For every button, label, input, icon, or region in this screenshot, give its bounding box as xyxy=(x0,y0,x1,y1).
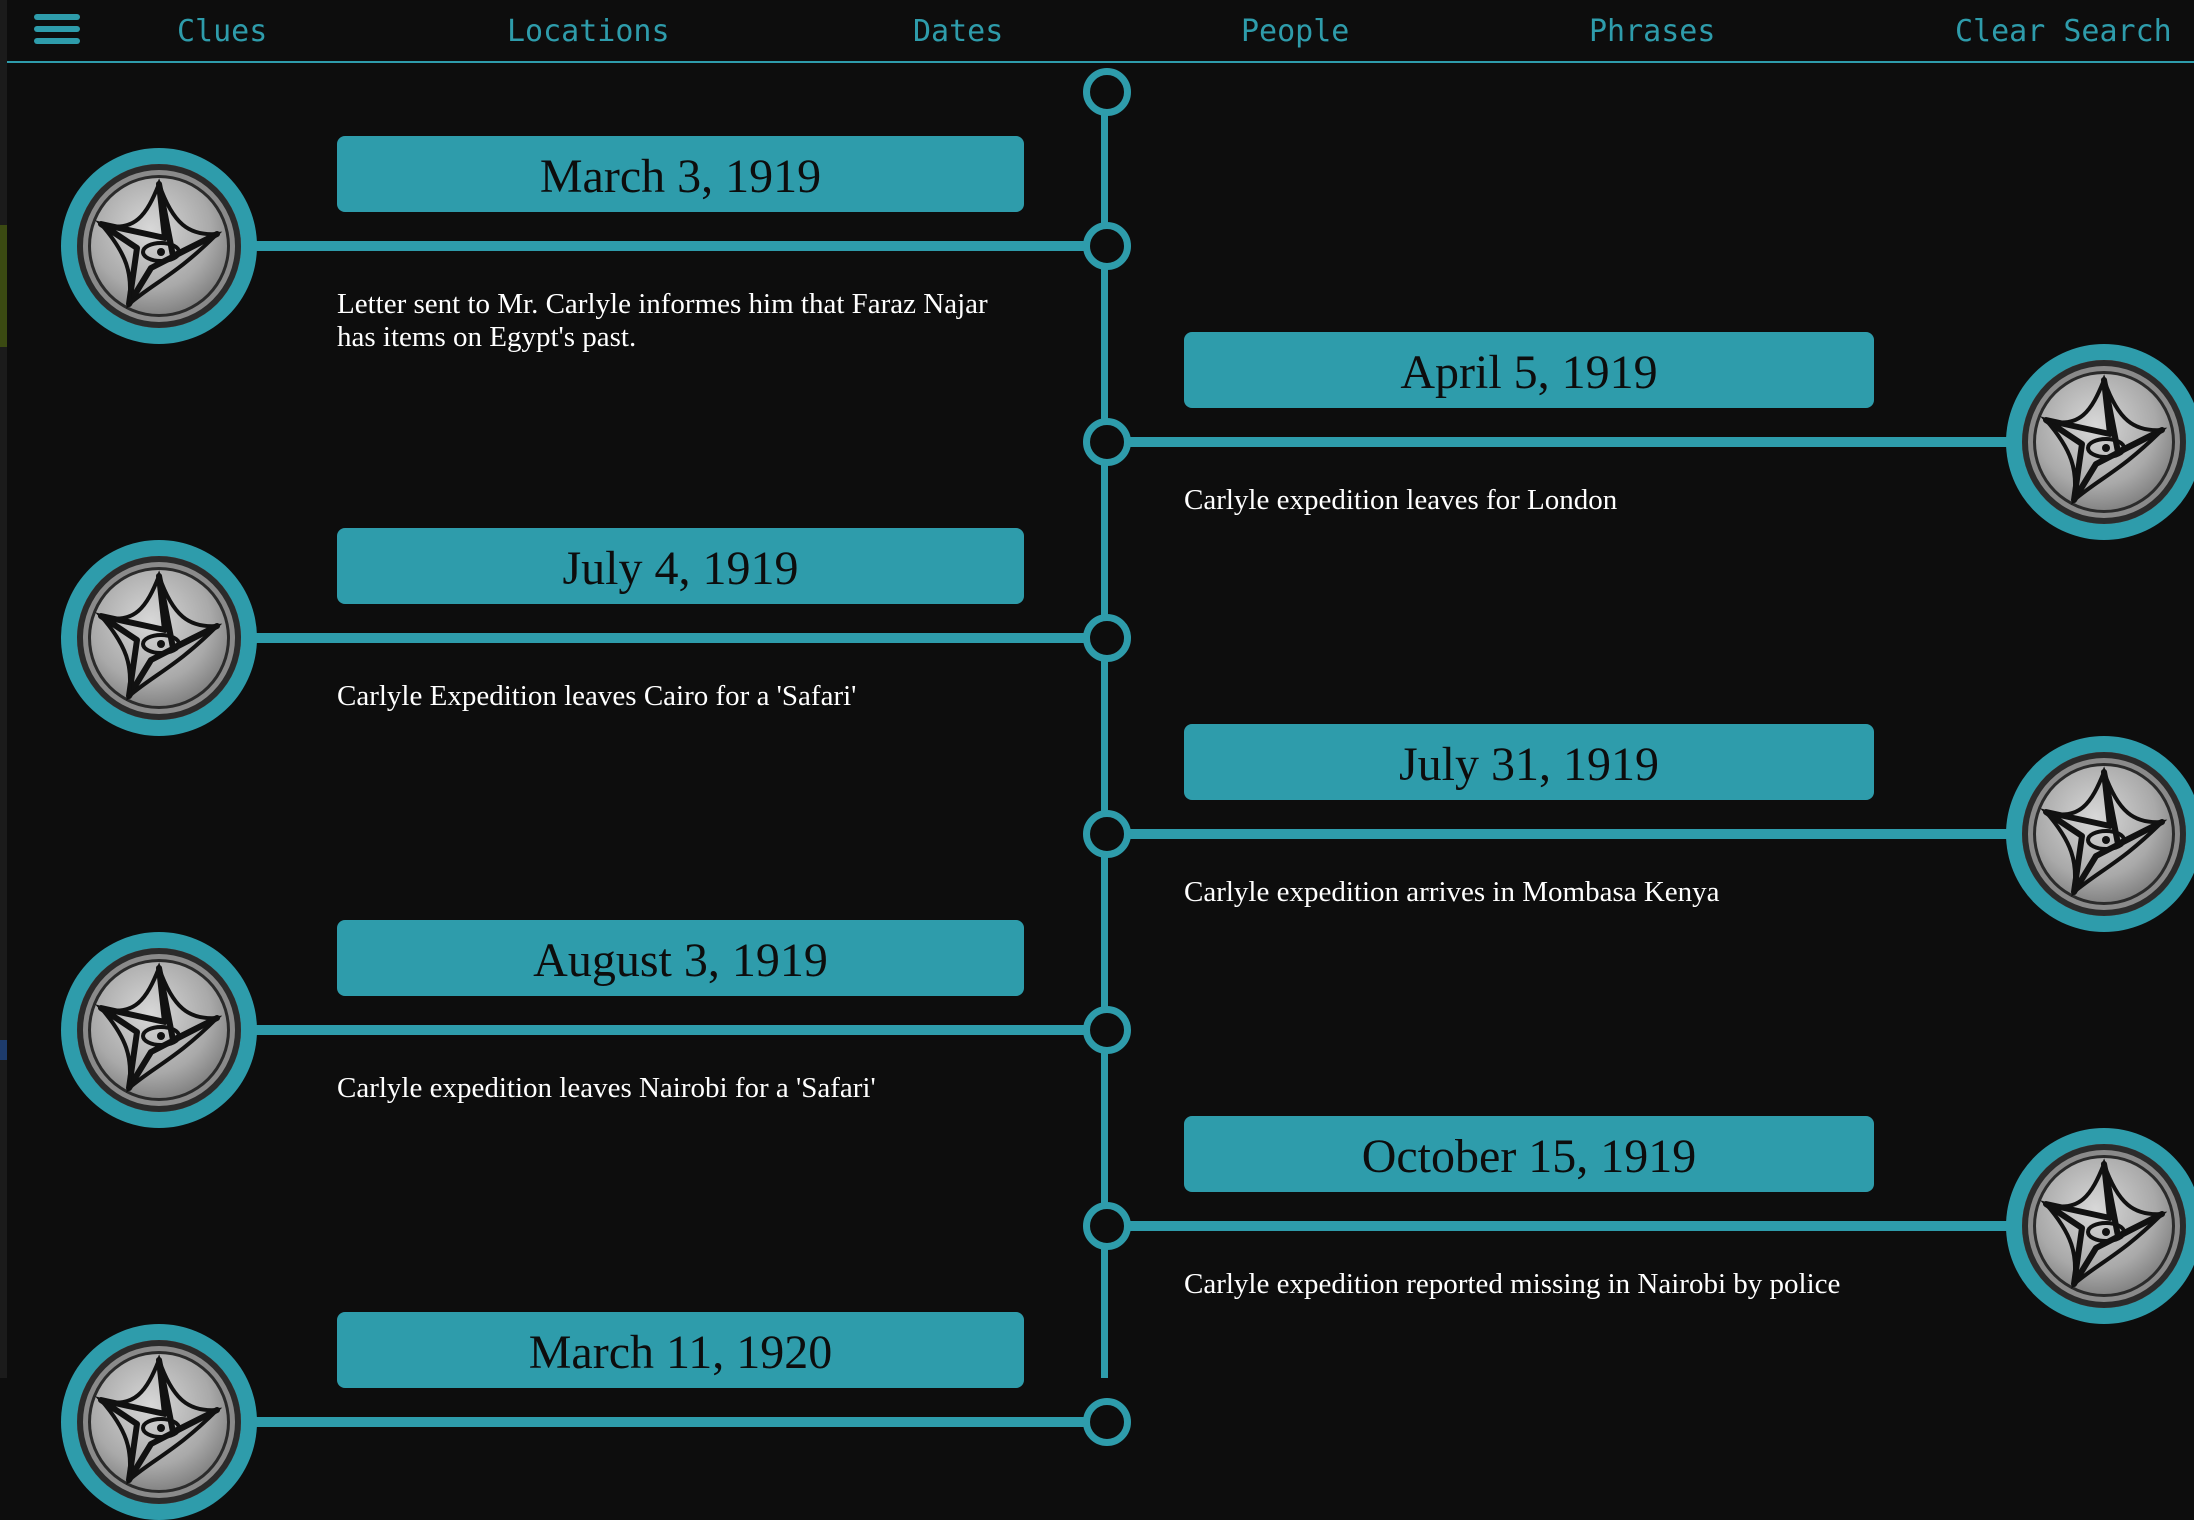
event-connector xyxy=(240,1417,1100,1427)
event-node xyxy=(1083,222,1131,270)
elder-sign-icon xyxy=(2040,374,2168,505)
elder-sign-icon xyxy=(95,962,223,1093)
event-description: Carlyle expedition reported missing in N… xyxy=(1184,1268,1841,1300)
event-connector xyxy=(240,633,1100,643)
event-description: Carlyle expedition leaves Nairobi for a … xyxy=(337,1072,876,1104)
event-medallion xyxy=(2006,1128,2194,1324)
elder-sign-icon xyxy=(95,178,223,309)
event-date[interactable]: July 31, 1919 xyxy=(1184,724,1874,800)
event-medallion xyxy=(2006,344,2194,540)
event-date[interactable]: October 15, 1919 xyxy=(1184,1116,1874,1192)
event-node xyxy=(1083,418,1131,466)
event-connector xyxy=(1108,829,2008,839)
hamburger-menu-icon[interactable] xyxy=(34,14,80,50)
event-date[interactable]: July 4, 1919 xyxy=(337,528,1024,604)
event-connector xyxy=(1108,1221,2008,1231)
edge-indicator xyxy=(0,1040,7,1060)
event-description: Letter sent to Mr. Carlyle informes him … xyxy=(337,288,988,353)
event-medallion xyxy=(61,540,257,736)
event-description: Carlyle Expedition leaves Cairo for a 'S… xyxy=(337,680,857,712)
event-medallion xyxy=(2006,736,2194,932)
event-description: Carlyle expedition arrives in Mombasa Ke… xyxy=(1184,876,1720,908)
event-node xyxy=(1083,810,1131,858)
nav-clues[interactable]: Clues xyxy=(177,14,268,49)
event-connector xyxy=(240,1025,1100,1035)
event-node xyxy=(1083,1006,1131,1054)
event-date[interactable]: March 3, 1919 xyxy=(337,136,1024,212)
elder-sign-icon xyxy=(2040,1158,2168,1289)
event-connector xyxy=(1108,437,2008,447)
event-medallion xyxy=(61,1324,257,1520)
event-medallion xyxy=(61,932,257,1128)
elder-sign-icon xyxy=(95,570,223,701)
event-node xyxy=(1083,614,1131,662)
edge-indicator xyxy=(0,225,7,347)
event-node xyxy=(1083,1398,1131,1446)
nav-locations[interactable]: Locations xyxy=(507,14,670,49)
event-date[interactable]: March 11, 1920 xyxy=(337,1312,1024,1388)
timeline-spine xyxy=(1101,70,1108,1378)
elder-sign-icon xyxy=(2040,766,2168,897)
left-edge-strip xyxy=(0,0,7,1378)
event-description: Carlyle expedition leaves for London xyxy=(1184,484,1618,516)
elder-sign-icon xyxy=(95,1354,223,1485)
event-medallion xyxy=(61,148,257,344)
nav-people[interactable]: People xyxy=(1241,14,1350,49)
event-date[interactable]: April 5, 1919 xyxy=(1184,332,1874,408)
event-node xyxy=(1083,1202,1131,1250)
top-navbar: Clues Locations Dates People Phrases Cle… xyxy=(7,0,2194,63)
event-date[interactable]: August 3, 1919 xyxy=(337,920,1024,996)
nav-phrases[interactable]: Phrases xyxy=(1589,14,1716,49)
nav-clear-search[interactable]: Clear Search xyxy=(1955,14,2172,49)
nav-dates[interactable]: Dates xyxy=(913,14,1004,49)
timeline-start-node xyxy=(1083,68,1131,116)
event-connector xyxy=(240,241,1100,251)
